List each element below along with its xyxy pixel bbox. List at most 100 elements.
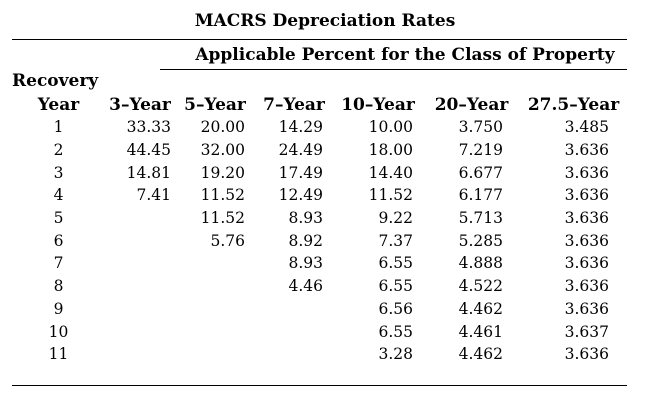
rate-cell: 6.55	[378, 277, 413, 296]
table-row: 10 6.55 4.461 3.637	[12, 320, 627, 343]
rate-cell	[105, 252, 175, 275]
rate-cell: 14.81	[126, 163, 171, 182]
bottom-rule	[12, 385, 627, 386]
rates-table: Year 3–Year 5–Year 7–Year 10–Year 20–Yea…	[12, 94, 627, 366]
rate-cell: 8.92	[288, 231, 323, 250]
rate-cell: 24.49	[278, 141, 323, 160]
header-row: Year 3–Year 5–Year 7–Year 10–Year 20–Yea…	[12, 94, 627, 116]
rate-cell	[105, 320, 175, 343]
recovery-year-cell: 9	[53, 299, 64, 318]
rate-cell: 4.462	[458, 299, 503, 318]
table-row: 4 7.41 11.52 12.49 11.52 6.177 3.636	[12, 184, 627, 207]
recovery-year-cell: 2	[53, 141, 64, 160]
rate-cell	[105, 298, 175, 321]
rate-cell: 6.56	[378, 299, 413, 318]
rate-cell: 10.00	[368, 118, 413, 137]
table-row: 3 14.81 19.20 17.49 14.40 6.677 3.636	[12, 161, 627, 184]
table-row: 7 8.93 6.55 4.888 3.636	[12, 252, 627, 275]
rate-cell: 8.93	[288, 254, 323, 273]
rate-cell: 3.636	[564, 299, 609, 318]
rate-cell: 4.462	[458, 345, 503, 364]
rate-cell: 6.55	[378, 322, 413, 341]
rate-cell: 9.22	[378, 209, 413, 228]
rate-cell	[175, 298, 255, 321]
rate-cell: 3.636	[564, 231, 609, 250]
rate-cell: 12.49	[278, 186, 323, 205]
rate-cell: 4.46	[288, 277, 323, 296]
recovery-year-cell: 11	[48, 345, 69, 364]
recovery-year-cell: 5	[53, 209, 64, 228]
rate-cell: 5.713	[458, 209, 503, 228]
rate-cell	[175, 252, 255, 275]
rate-cell: 44.45	[126, 141, 171, 160]
rate-cell: 3.750	[458, 118, 503, 137]
rate-cell: 8.93	[288, 209, 323, 228]
rate-cell	[255, 298, 333, 321]
table-subtitle: Applicable Percent for the Class of Prop…	[195, 45, 615, 65]
table-row: 5 11.52 8.93 9.22 5.713 3.636	[12, 207, 627, 230]
rate-cell: 6.677	[458, 163, 503, 182]
rate-cell: 3.636	[564, 141, 609, 160]
recovery-year-cell: 8	[53, 277, 64, 296]
rate-cell: 7.219	[458, 141, 503, 160]
table-row: 1 33.33 20.00 14.29 10.00 3.750 3.485	[12, 116, 627, 139]
rate-cell	[175, 320, 255, 343]
rate-cell	[105, 275, 175, 298]
year-header: Year	[37, 95, 80, 115]
rate-cell: 3.636	[564, 345, 609, 364]
class-header-5yr: 5–Year	[184, 95, 246, 115]
table-row: 8 4.46 6.55 4.522 3.636	[12, 275, 627, 298]
rate-cell: 5.76	[210, 231, 245, 250]
rate-cell: 3.637	[564, 322, 609, 341]
rate-cell	[105, 343, 175, 366]
rate-cell: 14.29	[278, 118, 323, 137]
rate-cell: 17.49	[278, 163, 323, 182]
recovery-year-cell: 6	[53, 231, 64, 250]
rate-cell	[175, 275, 255, 298]
top-rule	[12, 39, 627, 40]
rate-cell: 4.888	[458, 254, 503, 273]
table-row: 9 6.56 4.462 3.636	[12, 298, 627, 321]
rate-cell	[175, 343, 255, 366]
rate-cell: 32.00	[200, 141, 245, 160]
rate-cell: 19.20	[200, 163, 245, 182]
rate-cell	[255, 343, 333, 366]
rate-cell: 6.177	[458, 186, 503, 205]
recovery-year-cell: 10	[48, 322, 69, 341]
rate-cell: 4.461	[458, 322, 503, 341]
rate-cell: 11.52	[200, 209, 245, 228]
table-row: 11 3.28 4.462 3.636	[12, 343, 627, 366]
rate-cell: 14.40	[368, 163, 413, 182]
class-header-20yr: 20–Year	[434, 95, 509, 115]
rate-cell: 33.33	[126, 118, 171, 137]
rate-cell: 3.636	[564, 254, 609, 273]
rate-cell: 4.522	[458, 277, 503, 296]
rate-cell: 7.41	[136, 186, 171, 205]
recovery-year-cell: 4	[53, 186, 64, 205]
rate-cell: 3.636	[564, 277, 609, 296]
recovery-year-cell: 7	[53, 254, 64, 273]
recovery-header: Recovery	[12, 71, 99, 91]
class-header-10yr: 10–Year	[341, 95, 415, 115]
subtitle-rule	[160, 69, 627, 70]
rate-cell	[105, 207, 175, 230]
rate-cell: 11.52	[200, 186, 245, 205]
rate-cell: 3.636	[564, 163, 609, 182]
table-row: 6 5.76 8.92 7.37 5.285 3.636	[12, 229, 627, 252]
rate-cell	[105, 229, 175, 252]
rate-cell: 18.00	[368, 141, 413, 160]
rate-cell	[255, 320, 333, 343]
rate-cell: 3.636	[564, 186, 609, 205]
class-header-3yr: 3–Year	[109, 95, 171, 115]
rate-cell: 3.485	[564, 118, 609, 137]
class-header-27-5yr: 27.5–Year	[527, 95, 620, 115]
rate-cell: 11.52	[368, 186, 413, 205]
rate-cell: 6.55	[378, 254, 413, 273]
class-header-7yr: 7–Year	[263, 95, 325, 115]
rate-cell: 20.00	[200, 118, 245, 137]
rate-cell: 3.636	[564, 209, 609, 228]
recovery-year-cell: 1	[53, 118, 64, 137]
rate-cell: 3.28	[378, 345, 413, 364]
recovery-year-cell: 3	[53, 163, 64, 182]
